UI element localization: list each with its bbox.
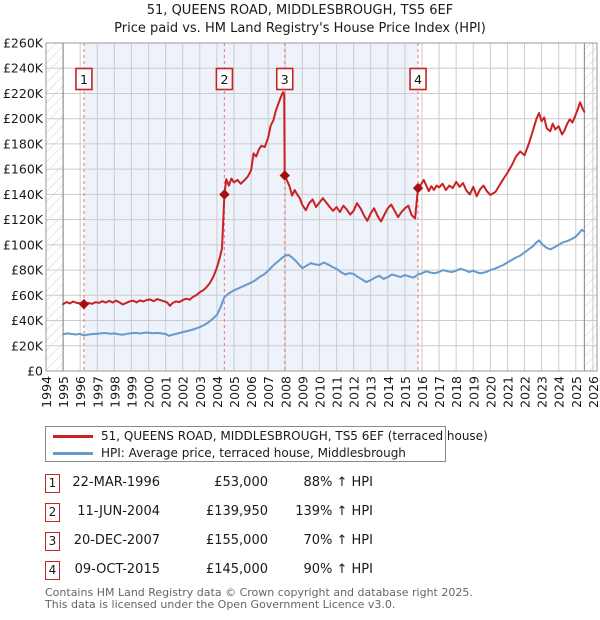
sale-marker-number: 4 (45, 561, 60, 580)
svg-text:4: 4 (414, 72, 422, 87)
legend-label: HPI: Average price, terraced house, Midd… (101, 446, 406, 460)
sale-price: £145,000 (205, 562, 268, 577)
svg-text:1999: 1999 (124, 376, 139, 408)
svg-text:£140K: £140K (3, 187, 44, 202)
svg-text:£60K: £60K (11, 288, 44, 303)
svg-text:2025: 2025 (569, 376, 584, 408)
price-line-swatch (53, 435, 93, 438)
legend: 51, QUEENS ROAD, MIDDLESBROUGH, TS5 6EF … (45, 426, 488, 462)
footer-line-1: Contains HM Land Registry data © Crown c… (45, 586, 473, 599)
sale-row-2: 2 11-JUN-2004 £139,950 139% ↑ HPI (0, 503, 600, 523)
svg-text:2008: 2008 (278, 376, 293, 408)
svg-text:2002: 2002 (176, 376, 191, 408)
svg-text:2023: 2023 (535, 376, 550, 408)
svg-text:2003: 2003 (193, 376, 208, 408)
svg-text:2007: 2007 (261, 376, 276, 408)
svg-text:£120K: £120K (3, 212, 44, 227)
svg-text:2: 2 (220, 72, 228, 87)
svg-text:1994: 1994 (39, 376, 54, 408)
svg-text:2021: 2021 (500, 376, 515, 408)
svg-text:1: 1 (80, 72, 88, 87)
footer-line-2: This data is licensed under the Open Gov… (45, 597, 396, 611)
svg-text:2012: 2012 (347, 376, 362, 408)
legend-item-price: 51, QUEENS ROAD, MIDDLESBROUGH, TS5 6EF … (46, 428, 488, 445)
sale-price: £139,950 (205, 504, 268, 519)
svg-text:£100K: £100K (3, 237, 44, 252)
svg-text:2009: 2009 (295, 376, 310, 408)
chart-title: 51, QUEENS ROAD, MIDDLESBROUGH, TS5 6EF (146, 3, 454, 18)
svg-text:2005: 2005 (227, 376, 242, 408)
svg-text:1996: 1996 (73, 376, 88, 408)
sale-date: 22-MAR-1996 (72, 475, 160, 490)
svg-text:£160K: £160K (3, 162, 44, 177)
sale-marker-number: 2 (45, 503, 60, 522)
sale-date: 11-JUN-2004 (77, 504, 160, 519)
svg-text:2004: 2004 (210, 376, 225, 408)
sale-date: 20-DEC-2007 (73, 533, 160, 548)
legend-item-hpi: HPI: Average price, terraced house, Midd… (46, 445, 445, 462)
svg-text:2015: 2015 (398, 376, 413, 408)
svg-text:£20K: £20K (11, 338, 44, 353)
hpi-line-swatch (53, 452, 93, 455)
svg-text:2026: 2026 (586, 376, 600, 408)
svg-text:2014: 2014 (381, 376, 396, 408)
sale-vs-hpi: 70% ↑ HPI (303, 533, 373, 548)
svg-text:£80K: £80K (11, 263, 44, 278)
svg-text:2017: 2017 (432, 376, 447, 408)
svg-text:2020: 2020 (483, 376, 498, 408)
legend-label: 51, QUEENS ROAD, MIDDLESBROUGH, TS5 6EF … (101, 429, 488, 443)
sale-date: 09-OCT-2015 (74, 562, 160, 577)
sale-row-3: 3 20-DEC-2007 £155,000 70% ↑ HPI (0, 532, 600, 552)
svg-text:2024: 2024 (552, 376, 567, 408)
svg-text:3: 3 (281, 72, 289, 87)
sale-price: £53,000 (214, 475, 268, 490)
sale-vs-hpi: 90% ↑ HPI (303, 562, 373, 577)
svg-text:2010: 2010 (312, 376, 327, 408)
svg-text:2006: 2006 (244, 376, 259, 408)
sale-price: £155,000 (205, 533, 268, 548)
sale-row-4: 4 09-OCT-2015 £145,000 90% ↑ HPI (0, 561, 600, 581)
svg-text:2013: 2013 (364, 376, 379, 408)
svg-text:2019: 2019 (466, 376, 481, 408)
svg-text:£260K: £260K (3, 36, 44, 51)
sale-marker-number: 3 (45, 532, 60, 551)
svg-text:£200K: £200K (3, 111, 44, 126)
svg-text:£220K: £220K (3, 86, 44, 101)
svg-text:£40K: £40K (11, 313, 44, 328)
svg-text:1998: 1998 (107, 376, 122, 408)
price-history-chart: 1 2 3 4 £0 £20K £40K £60K £80K £100K £120K £140K £16… (3, 36, 600, 408)
sale-vs-hpi: 139% ↑ HPI (295, 504, 373, 519)
svg-text:£0: £0 (27, 364, 43, 379)
sale-marker-number: 1 (45, 474, 60, 493)
sale-row-1: 1 22-MAR-1996 £53,000 88% ↑ HPI (0, 474, 600, 494)
svg-text:2018: 2018 (449, 376, 464, 408)
svg-text:1995: 1995 (56, 376, 71, 408)
license-footer: Contains HM Land Registry data © Crown c… (45, 587, 473, 610)
svg-text:2001: 2001 (159, 376, 174, 408)
svg-text:1997: 1997 (90, 376, 105, 408)
sale-vs-hpi: 88% ↑ HPI (303, 475, 373, 490)
svg-text:£240K: £240K (3, 61, 44, 76)
svg-text:2022: 2022 (518, 376, 533, 408)
svg-text:2011: 2011 (330, 376, 345, 408)
svg-text:£180K: £180K (3, 136, 44, 151)
chart-subtitle: Price paid vs. HM Land Registry's House … (114, 21, 486, 36)
svg-text:2016: 2016 (415, 376, 430, 408)
svg-text:2000: 2000 (142, 376, 157, 408)
